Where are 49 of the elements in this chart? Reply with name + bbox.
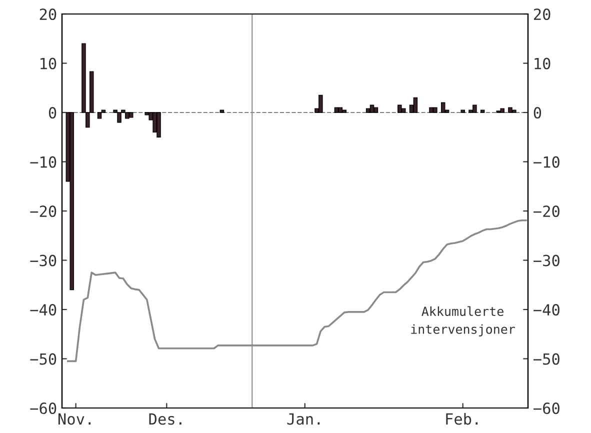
bar: [480, 110, 485, 113]
bar: [508, 107, 512, 113]
y-tick-label: −60: [30, 402, 56, 414]
x-tick-label: Jan.: [287, 413, 320, 425]
bar: [401, 108, 406, 113]
series-label: Akkumulerte intervensjoner: [411, 306, 515, 336]
y-tick-label: −30: [30, 254, 56, 266]
bar: [342, 110, 346, 113]
x-tick-label: Des.: [149, 413, 182, 425]
bar: [156, 112, 161, 138]
bar: [128, 112, 134, 118]
y-tick-label: −40: [30, 304, 56, 316]
y-tick-label: 0: [48, 107, 56, 119]
x-tick-label: Feb.: [446, 412, 478, 425]
y2-tick-label: −10: [534, 156, 560, 168]
bar: [370, 104, 374, 113]
y-tick-label: −20: [30, 206, 56, 218]
bar: [472, 104, 477, 113]
bar: [374, 107, 378, 113]
y2-tick-label: −30: [534, 254, 560, 266]
bar: [117, 112, 122, 123]
bar: [500, 108, 504, 113]
x-tick-label: Nov.: [58, 413, 91, 425]
y2-tick-label: −60: [534, 402, 560, 414]
bar: [334, 107, 339, 113]
bar: [398, 104, 402, 113]
y2-tick-label: 20: [534, 8, 550, 20]
bar: [220, 110, 224, 113]
bar: [440, 102, 446, 113]
bar: [97, 112, 102, 119]
y2-tick-label: 10: [534, 58, 550, 70]
bar: [429, 107, 434, 113]
y-tick-label: −10: [30, 156, 56, 168]
bar: [338, 107, 343, 113]
bar: [318, 94, 323, 113]
y2-tick-label: 0: [534, 107, 542, 119]
bar: [366, 108, 370, 113]
y2-tick-label: −20: [534, 206, 560, 218]
y-tick-label: −50: [30, 353, 56, 365]
y2-tick-label: −40: [534, 304, 560, 316]
bar: [413, 97, 418, 113]
y-tick-label: 10: [40, 58, 56, 70]
y-tick-label: 20: [40, 8, 56, 20]
bar: [512, 110, 516, 113]
bar: [460, 110, 465, 113]
y2-tick-label: −50: [534, 353, 560, 365]
bar: [70, 112, 74, 290]
bar: [433, 107, 438, 113]
bar: [125, 112, 130, 119]
